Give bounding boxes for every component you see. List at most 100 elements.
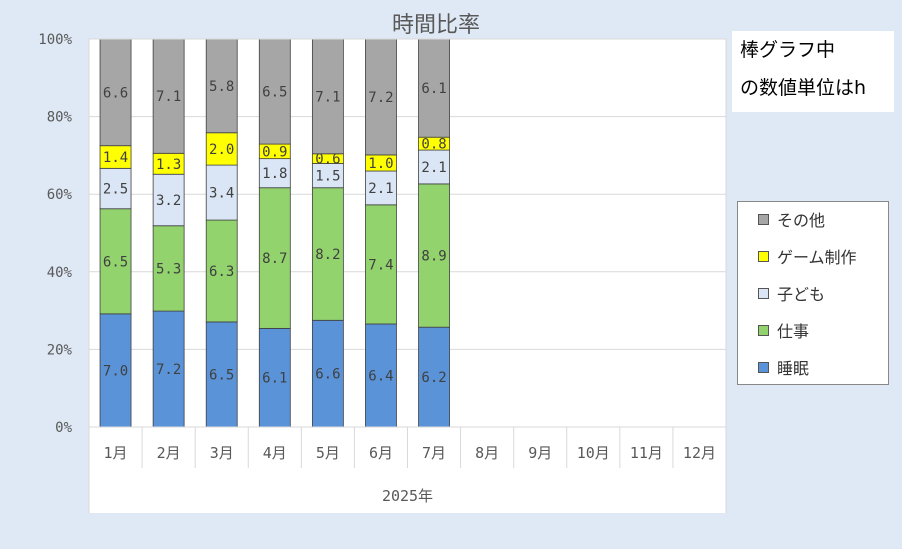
x-tick-label: 12月 (683, 444, 716, 462)
bar-segment (258, 38, 291, 145)
bar-segment (311, 38, 344, 155)
plot-border (88, 38, 727, 428)
bar-segment (418, 326, 450, 428)
x-tick-label: 9月 (528, 444, 552, 462)
data-label: 6.6 (315, 367, 340, 383)
legend-item: 仕事 (758, 319, 809, 341)
bar-segment (365, 204, 397, 325)
unit-note: 棒グラフ中 の数値単位はh (732, 31, 894, 112)
data-label: 0.6 (315, 152, 340, 168)
bar-segment (258, 158, 291, 189)
y-tick-label: 100% (38, 32, 72, 48)
legend: その他ゲーム制作子ども仕事睡眠 (737, 201, 889, 385)
bar-segment (152, 38, 185, 154)
data-label: 7.2 (156, 362, 181, 378)
legend-swatch (758, 361, 769, 373)
data-label: 1.0 (368, 156, 393, 172)
y-tick-label: 20% (47, 342, 73, 358)
legend-label: ゲーム制作 (777, 248, 857, 267)
data-label: 2.1 (421, 160, 446, 176)
data-label: 7.2 (368, 90, 393, 106)
data-label: 6.5 (262, 85, 287, 101)
y-tick-label: 60% (47, 187, 73, 203)
bar-segment (311, 319, 344, 428)
legend-label: 仕事 (777, 322, 810, 341)
data-label: 1.5 (315, 169, 340, 185)
y-tick-label: 40% (47, 265, 73, 281)
x-group-label: 2025年 (382, 487, 433, 505)
x-tick-label: 8月 (475, 444, 499, 462)
legend-item: その他 (758, 208, 825, 230)
data-label: 6.2 (421, 370, 446, 386)
legend-label: 子ども (777, 285, 826, 304)
unit-note-line-1: 棒グラフ中 (740, 39, 836, 61)
data-label: 8.2 (315, 247, 340, 263)
bar-segment (205, 321, 238, 428)
legend-item: 睡眠 (758, 356, 809, 378)
x-tick-label: 2月 (157, 444, 181, 462)
bar-segment (205, 219, 238, 323)
data-label: 6.1 (262, 371, 287, 387)
bar-segment (205, 164, 238, 221)
bar-segment (365, 170, 397, 206)
data-label: 2.0 (209, 142, 234, 158)
data-label: 6.5 (209, 367, 234, 383)
data-label: 8.9 (421, 249, 446, 265)
y-tick-label: 80% (47, 110, 73, 126)
data-label: 5.8 (209, 79, 234, 95)
data-label: 6.6 (103, 85, 128, 101)
bar-segment (418, 183, 450, 328)
data-label: 3.4 (209, 186, 234, 202)
legend-label: 睡眠 (777, 359, 810, 378)
unit-note-line-2: の数値単位はh (740, 77, 867, 99)
x-tick-label: 10月 (577, 444, 610, 462)
bar-segment (418, 149, 450, 185)
legend-swatch (758, 324, 769, 336)
y-tick-label: 0% (55, 420, 72, 436)
data-label: 1.3 (156, 157, 181, 173)
x-tick-label: 4月 (263, 444, 287, 462)
legend-label: その他 (777, 211, 826, 230)
x-tick-label: 3月 (210, 444, 234, 462)
data-label: 1.8 (262, 166, 287, 182)
x-tick-label: 6月 (369, 444, 393, 462)
legend-swatch (758, 287, 769, 299)
data-label: 3.2 (156, 193, 181, 209)
data-label: 1.4 (103, 150, 128, 166)
bar-segment (365, 323, 397, 428)
bar-segment (205, 132, 238, 166)
legend-item: 子ども (758, 282, 825, 304)
data-label: 8.7 (262, 251, 287, 267)
x-tick-label: 5月 (316, 444, 340, 462)
data-label: 5.3 (156, 261, 181, 277)
x-tick-label: 7月 (422, 444, 446, 462)
data-label: 6.5 (103, 254, 128, 270)
data-label: 0.9 (262, 144, 287, 160)
legend-swatch (758, 250, 769, 262)
data-label: 6.3 (209, 264, 234, 280)
chart-title: 時間比率 (392, 13, 480, 38)
data-label: 7.1 (156, 89, 181, 105)
x-tick-label: 11月 (630, 444, 663, 462)
data-label: 7.4 (368, 257, 393, 273)
plot-background (89, 39, 726, 427)
bar-segment (99, 313, 132, 428)
legend-item: ゲーム制作 (758, 245, 857, 267)
bar-segment (311, 163, 344, 189)
data-label: 2.5 (103, 182, 128, 198)
bar-segment (152, 173, 185, 227)
bar-segment (365, 38, 397, 156)
data-label: 7.1 (315, 89, 340, 105)
bar-segment (418, 38, 450, 138)
data-label: 0.8 (421, 137, 446, 153)
data-label: 6.4 (368, 368, 393, 384)
bar-segment (99, 38, 132, 147)
data-label: 6.1 (421, 81, 446, 97)
bar-segment (258, 187, 291, 329)
bar-segment (99, 167, 132, 210)
data-label: 2.1 (368, 181, 393, 197)
bar-segment (205, 38, 238, 134)
legend-swatch (758, 213, 769, 225)
